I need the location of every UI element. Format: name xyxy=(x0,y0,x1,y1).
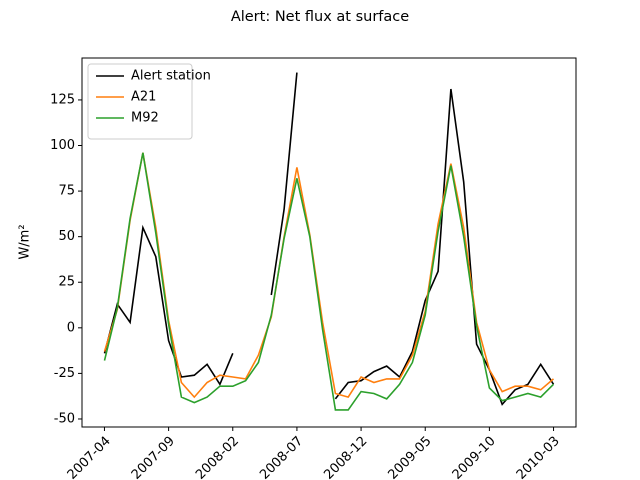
legend-label: A21 xyxy=(131,90,156,105)
series-line xyxy=(103,72,555,406)
y-tick-label: 50 xyxy=(58,229,75,244)
y-axis-label: W/m² xyxy=(18,224,33,259)
legend-label: M92 xyxy=(131,111,159,126)
y-tick-label: 100 xyxy=(50,138,75,153)
legend-box xyxy=(87,63,193,140)
y-tick-label: 25 xyxy=(58,275,75,290)
legend-label: Alert station xyxy=(131,69,211,84)
axes-frame xyxy=(81,57,577,428)
chart-title: Alert: Net flux at surface xyxy=(231,9,409,25)
series-line xyxy=(103,152,555,399)
series-line xyxy=(103,152,555,411)
y-tick-label: 0 xyxy=(67,320,75,335)
y-tick-label: -50 xyxy=(54,411,75,426)
y-tick-label: 125 xyxy=(50,92,75,107)
y-tick-label: 75 xyxy=(58,184,75,199)
y-tick-label: -25 xyxy=(54,366,75,381)
